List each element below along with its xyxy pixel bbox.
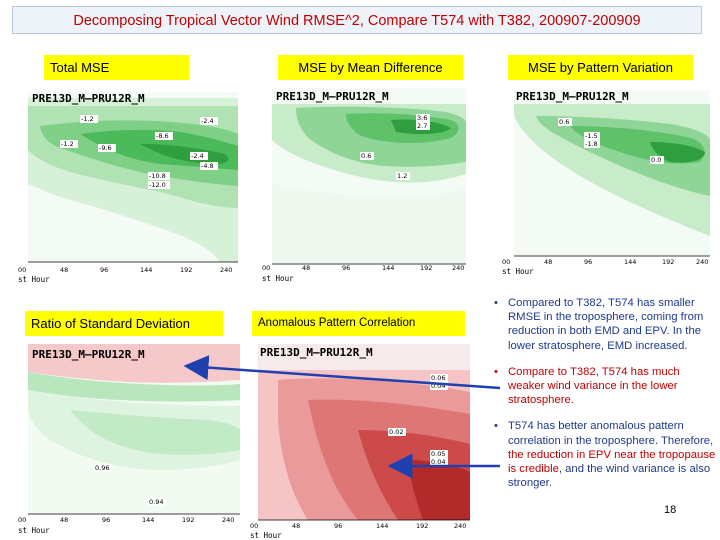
bullet-marker: • bbox=[494, 297, 498, 309]
contour-label: -1.2 bbox=[81, 115, 94, 123]
svg-text:192: 192 bbox=[180, 266, 192, 274]
svg-text:144: 144 bbox=[624, 258, 636, 266]
svg-text:240: 240 bbox=[222, 516, 234, 524]
panel3-xaxis-label: st Hour bbox=[502, 267, 534, 276]
bullet-1: • Compared to T382, T574 has smaller RMS… bbox=[490, 296, 718, 353]
plot-mean-difference: PRE13D_M–PRU12R_M 3.6 2.7 0.6 1.2 00 48 … bbox=[256, 84, 471, 284]
svg-text:192: 192 bbox=[662, 258, 674, 266]
label-total-mse: Total MSE bbox=[44, 55, 189, 80]
plot-pattern-variation: PRE13D_M–PRU12R_M 0.6 -1.5 -1.8 0.0 00 4… bbox=[500, 86, 715, 276]
svg-text:48: 48 bbox=[292, 522, 300, 530]
bullet-3-text-a: T574 has better anomalous pattern correl… bbox=[508, 420, 714, 447]
svg-text:48: 48 bbox=[60, 266, 68, 274]
page-number: 18 bbox=[664, 504, 677, 516]
svg-text:96: 96 bbox=[584, 258, 592, 266]
svg-text:48: 48 bbox=[544, 258, 552, 266]
contour-label: 0.96 bbox=[95, 464, 109, 472]
bullet-list: • Compared to T382, T574 has smaller RMS… bbox=[490, 296, 718, 502]
svg-text:144: 144 bbox=[376, 522, 388, 530]
panel1-xaxis-label: st Hour bbox=[18, 275, 50, 284]
svg-text:192: 192 bbox=[182, 516, 194, 524]
panel5-xaxis-label: st Hour bbox=[250, 531, 282, 540]
label-mean-difference: MSE by Mean Difference bbox=[278, 55, 463, 80]
svg-text:144: 144 bbox=[142, 516, 154, 524]
bullet-3: • T574 has better anomalous pattern corr… bbox=[490, 419, 718, 490]
contour-label: -1.5 bbox=[585, 132, 598, 140]
contour-label: 0.6 bbox=[361, 152, 371, 160]
label-pattern-variation: MSE by Pattern Variation bbox=[508, 55, 693, 80]
bullet-3-text-c: , and the wind variance is also stronger… bbox=[508, 463, 711, 490]
bullet-marker: • bbox=[494, 420, 498, 433]
label-anomalous-correlation: Anomalous Pattern Correlation bbox=[252, 311, 465, 336]
contour-label: 0.04 bbox=[431, 458, 445, 466]
contour-label: -10.8 bbox=[149, 172, 166, 180]
panel2-xaxis-label: st Hour bbox=[262, 274, 294, 283]
contour-label: 0.04 bbox=[431, 382, 445, 390]
plot-anomalous-correlation: PRE13D_M–PRU12R_M 0.06 0.04 0.02 0.05 0.… bbox=[248, 340, 476, 540]
label-ratio-std: Ratio of Standard Deviation bbox=[25, 311, 223, 336]
panel4-header: PRE13D_M–PRU12R_M bbox=[32, 348, 145, 361]
panel1-header: PRE13D_M–PRU12R_M bbox=[32, 92, 145, 105]
svg-text:96: 96 bbox=[342, 264, 350, 272]
contour-label: -4.8 bbox=[201, 162, 214, 170]
contour-label: 0.02 bbox=[389, 428, 403, 436]
svg-text:144: 144 bbox=[382, 264, 394, 272]
contour-label: 0.05 bbox=[431, 450, 445, 458]
bullet-2-text: Compare to T382, T574 has much weaker wi… bbox=[508, 365, 680, 407]
svg-text:240: 240 bbox=[220, 266, 232, 274]
panel3-header: PRE13D_M–PRU12R_M bbox=[516, 90, 629, 103]
svg-text:00: 00 bbox=[262, 264, 270, 272]
panel5-header: PRE13D_M–PRU12R_M bbox=[260, 346, 373, 359]
plot-total-mse: PRE13D_M–PRU12R_M -1.2 -2.4 -8.6 -1.2 -9… bbox=[10, 88, 245, 284]
contour-label: -8.6 bbox=[156, 132, 169, 140]
svg-text:96: 96 bbox=[100, 266, 108, 274]
contour-label: 0.0 bbox=[651, 156, 661, 164]
bullet-1-text: Compared to T382, T574 has smaller RMSE … bbox=[508, 297, 704, 352]
svg-text:240: 240 bbox=[452, 264, 464, 272]
contour-label: -1.2 bbox=[61, 140, 74, 148]
svg-text:240: 240 bbox=[454, 522, 466, 530]
plot-ratio-std: PRE13D_M–PRU12R_M 0.96 0.94 00 48 96 144… bbox=[10, 340, 245, 540]
contour-label: -12.0 bbox=[149, 181, 166, 189]
contour-label: -9.6 bbox=[99, 144, 112, 152]
svg-text:00: 00 bbox=[502, 258, 510, 266]
contour-label: 3.6 bbox=[417, 114, 427, 122]
svg-text:96: 96 bbox=[102, 516, 110, 524]
contour-label: 1.2 bbox=[397, 172, 407, 180]
contour-label: -1.8 bbox=[585, 140, 598, 148]
svg-text:00: 00 bbox=[18, 516, 26, 524]
contour-label: -2.4 bbox=[201, 117, 214, 125]
contour-label: 0.06 bbox=[431, 374, 445, 382]
contour-label: -2.4 bbox=[191, 152, 204, 160]
bullet-2: • Compare to T382, T574 has much weaker … bbox=[490, 365, 718, 408]
svg-text:144: 144 bbox=[140, 266, 152, 274]
svg-text:240: 240 bbox=[696, 258, 708, 266]
bullet-3-text-highlight: the reduction in EPV near the tropopause… bbox=[508, 448, 716, 476]
svg-text:00: 00 bbox=[250, 522, 258, 530]
panel4-xaxis-label: st Hour bbox=[18, 526, 50, 535]
svg-text:00: 00 bbox=[18, 266, 26, 274]
svg-text:48: 48 bbox=[302, 264, 310, 272]
contour-label: 0.94 bbox=[149, 498, 163, 506]
bullet-marker: • bbox=[494, 365, 498, 378]
svg-text:192: 192 bbox=[416, 522, 428, 530]
svg-text:192: 192 bbox=[420, 264, 432, 272]
slide-title: Decomposing Tropical Vector Wind RMSE^2,… bbox=[12, 6, 702, 34]
contour-label: 0.6 bbox=[559, 118, 569, 126]
panel2-header: PRE13D_M–PRU12R_M bbox=[276, 90, 389, 103]
svg-text:48: 48 bbox=[60, 516, 68, 524]
contour-label: 2.7 bbox=[417, 122, 427, 130]
svg-text:96: 96 bbox=[334, 522, 342, 530]
